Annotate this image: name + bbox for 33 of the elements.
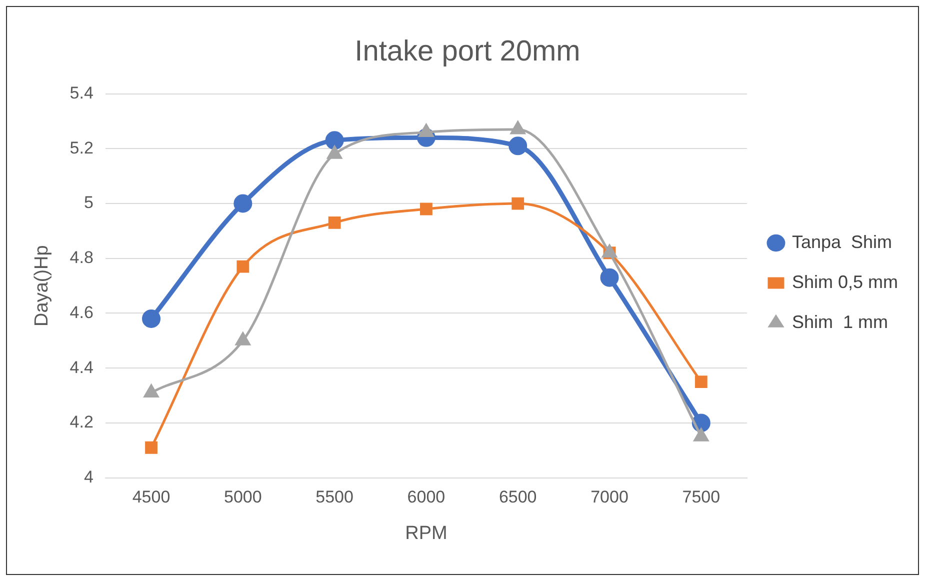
y-tick-label: 4.2 — [70, 412, 94, 432]
point — [694, 376, 708, 388]
y-tick-label: 5.2 — [70, 138, 94, 158]
x-tick-label: 6500 — [498, 488, 537, 507]
legend-label: Shim 1 mm — [792, 312, 888, 332]
point — [144, 384, 159, 398]
x-tick-label: 4500 — [132, 488, 170, 507]
y-tick-label: 4 — [84, 467, 94, 486]
legend-label: Shim 0,5 mm — [792, 272, 898, 292]
point — [420, 202, 432, 216]
point — [325, 131, 344, 150]
y-tick-label: 5.4 — [70, 83, 94, 102]
legend-label: Tanpa Shim — [792, 232, 892, 252]
y-tick-label: 4.6 — [70, 302, 94, 322]
point — [234, 194, 252, 213]
point — [508, 136, 528, 156]
x-tick-label: 5000 — [224, 488, 262, 507]
x-tick-label: 7500 — [682, 488, 720, 507]
x-tick-label: 7000 — [590, 488, 628, 507]
point — [328, 216, 341, 229]
point — [142, 309, 161, 328]
x-axis-title: RPM — [405, 522, 448, 544]
x-tick-label: 6000 — [407, 488, 446, 507]
x-tick-label: 5500 — [316, 488, 354, 507]
y-tick-label: 5 — [84, 193, 94, 212]
point — [236, 260, 250, 273]
point — [600, 268, 619, 287]
y-tick-label: 4.8 — [70, 248, 94, 268]
y-axis-title: Daya()Hp — [32, 245, 53, 326]
chart-title: Intake port 20mm — [354, 35, 580, 68]
point — [145, 441, 158, 454]
point — [512, 197, 524, 210]
y-tick-label: 4.4 — [70, 358, 94, 377]
